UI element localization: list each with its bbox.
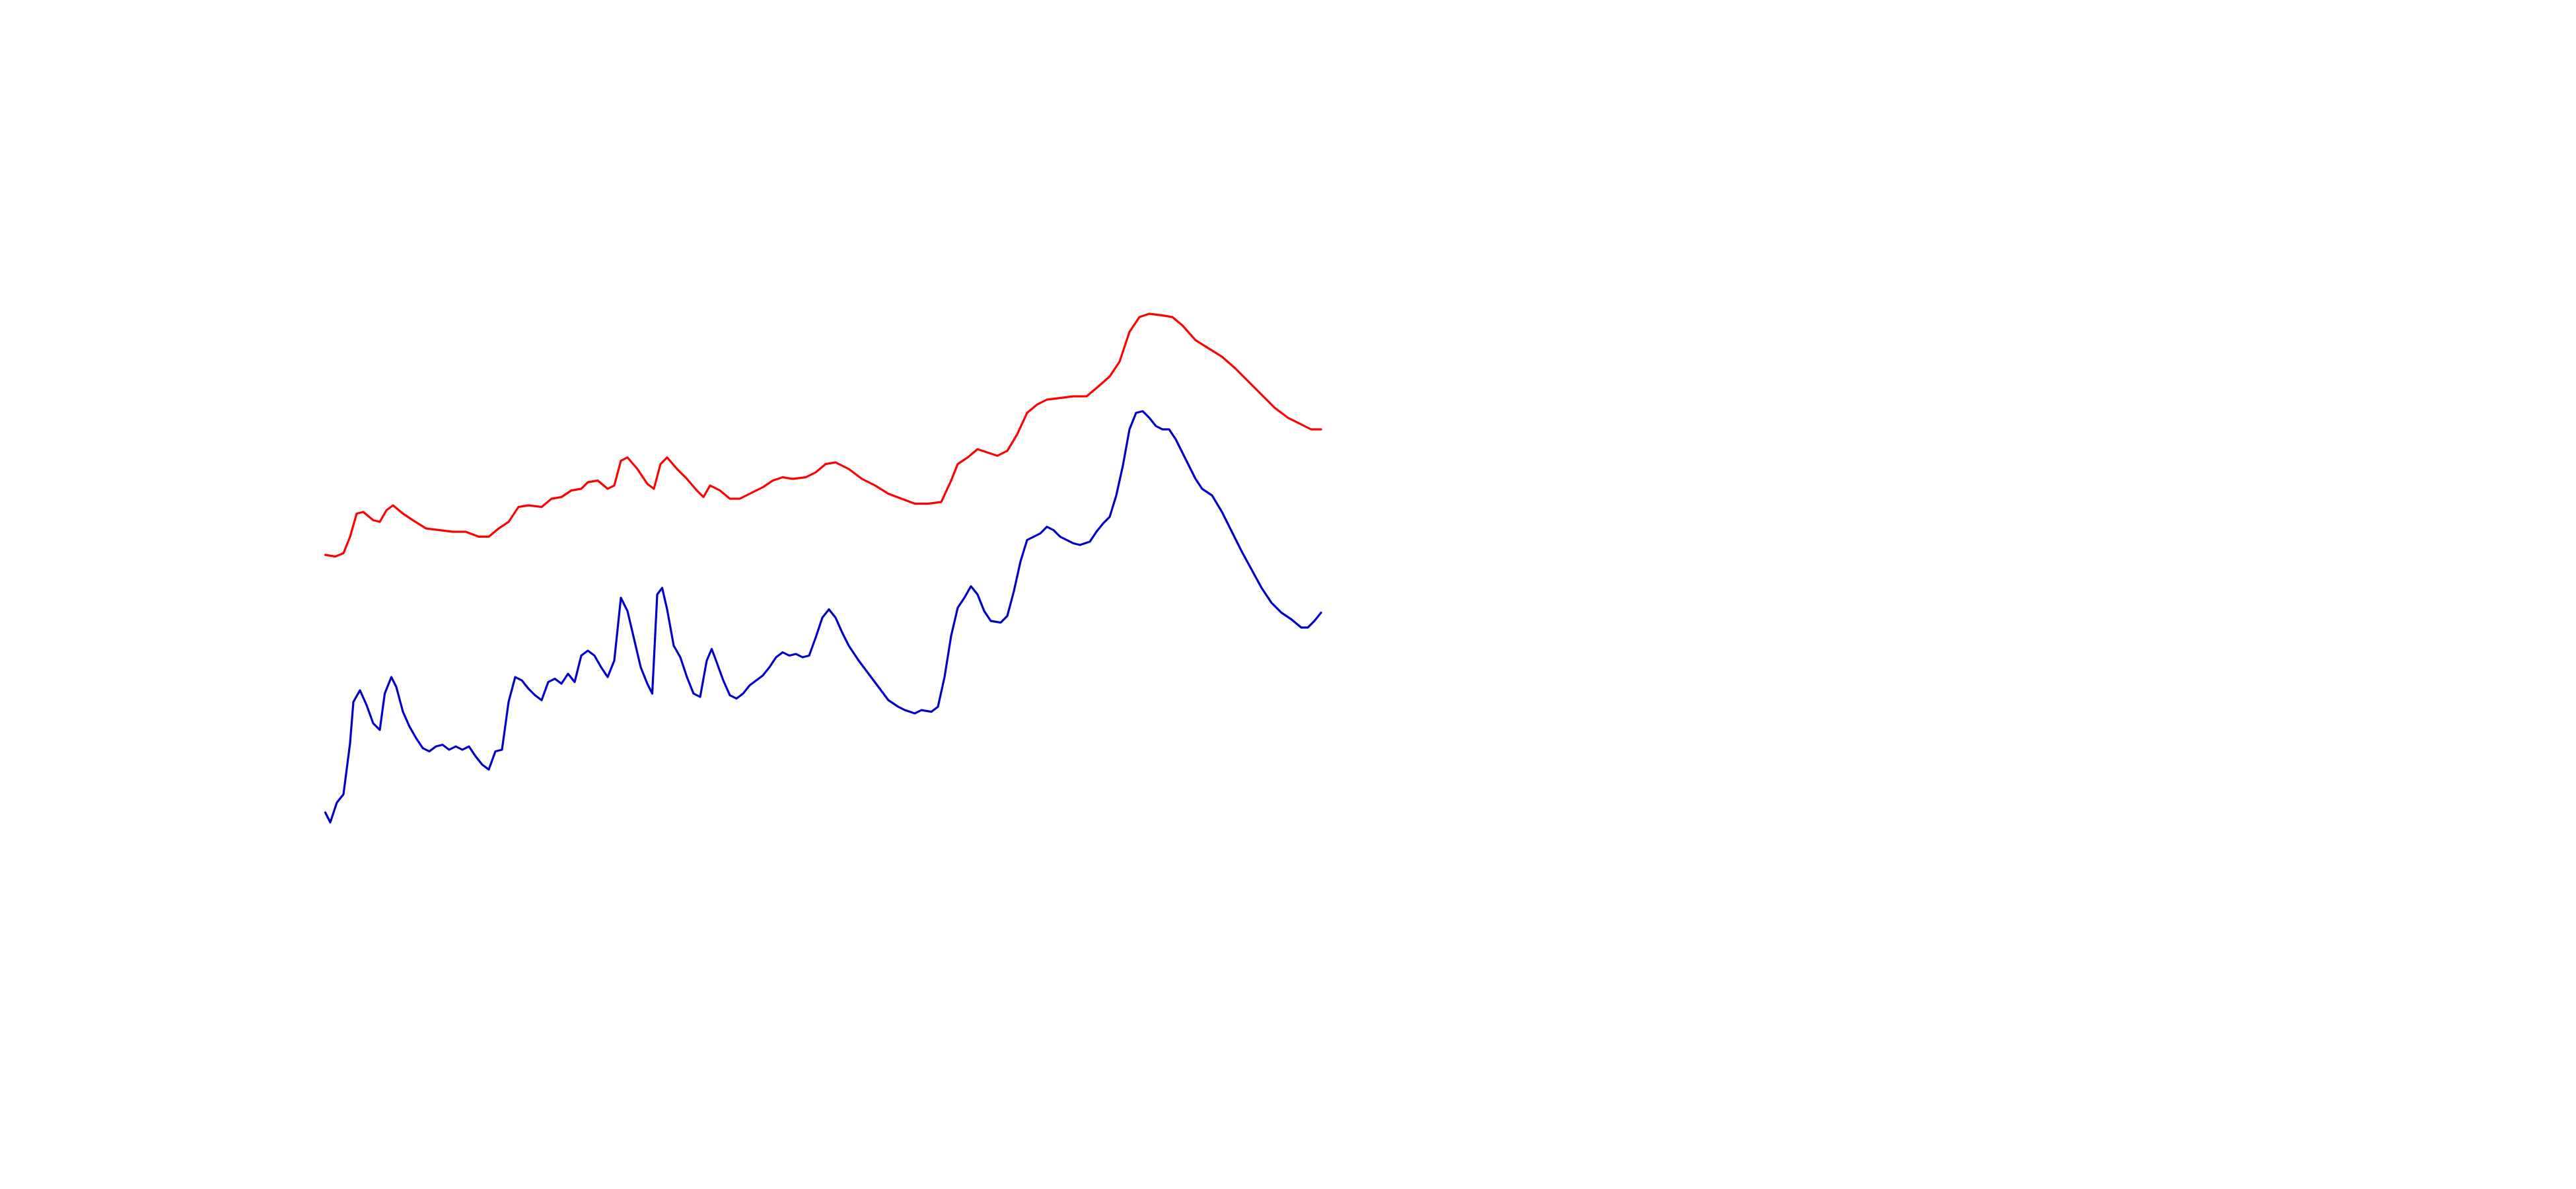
line <box>324 410 1322 824</box>
line <box>324 312 1322 558</box>
